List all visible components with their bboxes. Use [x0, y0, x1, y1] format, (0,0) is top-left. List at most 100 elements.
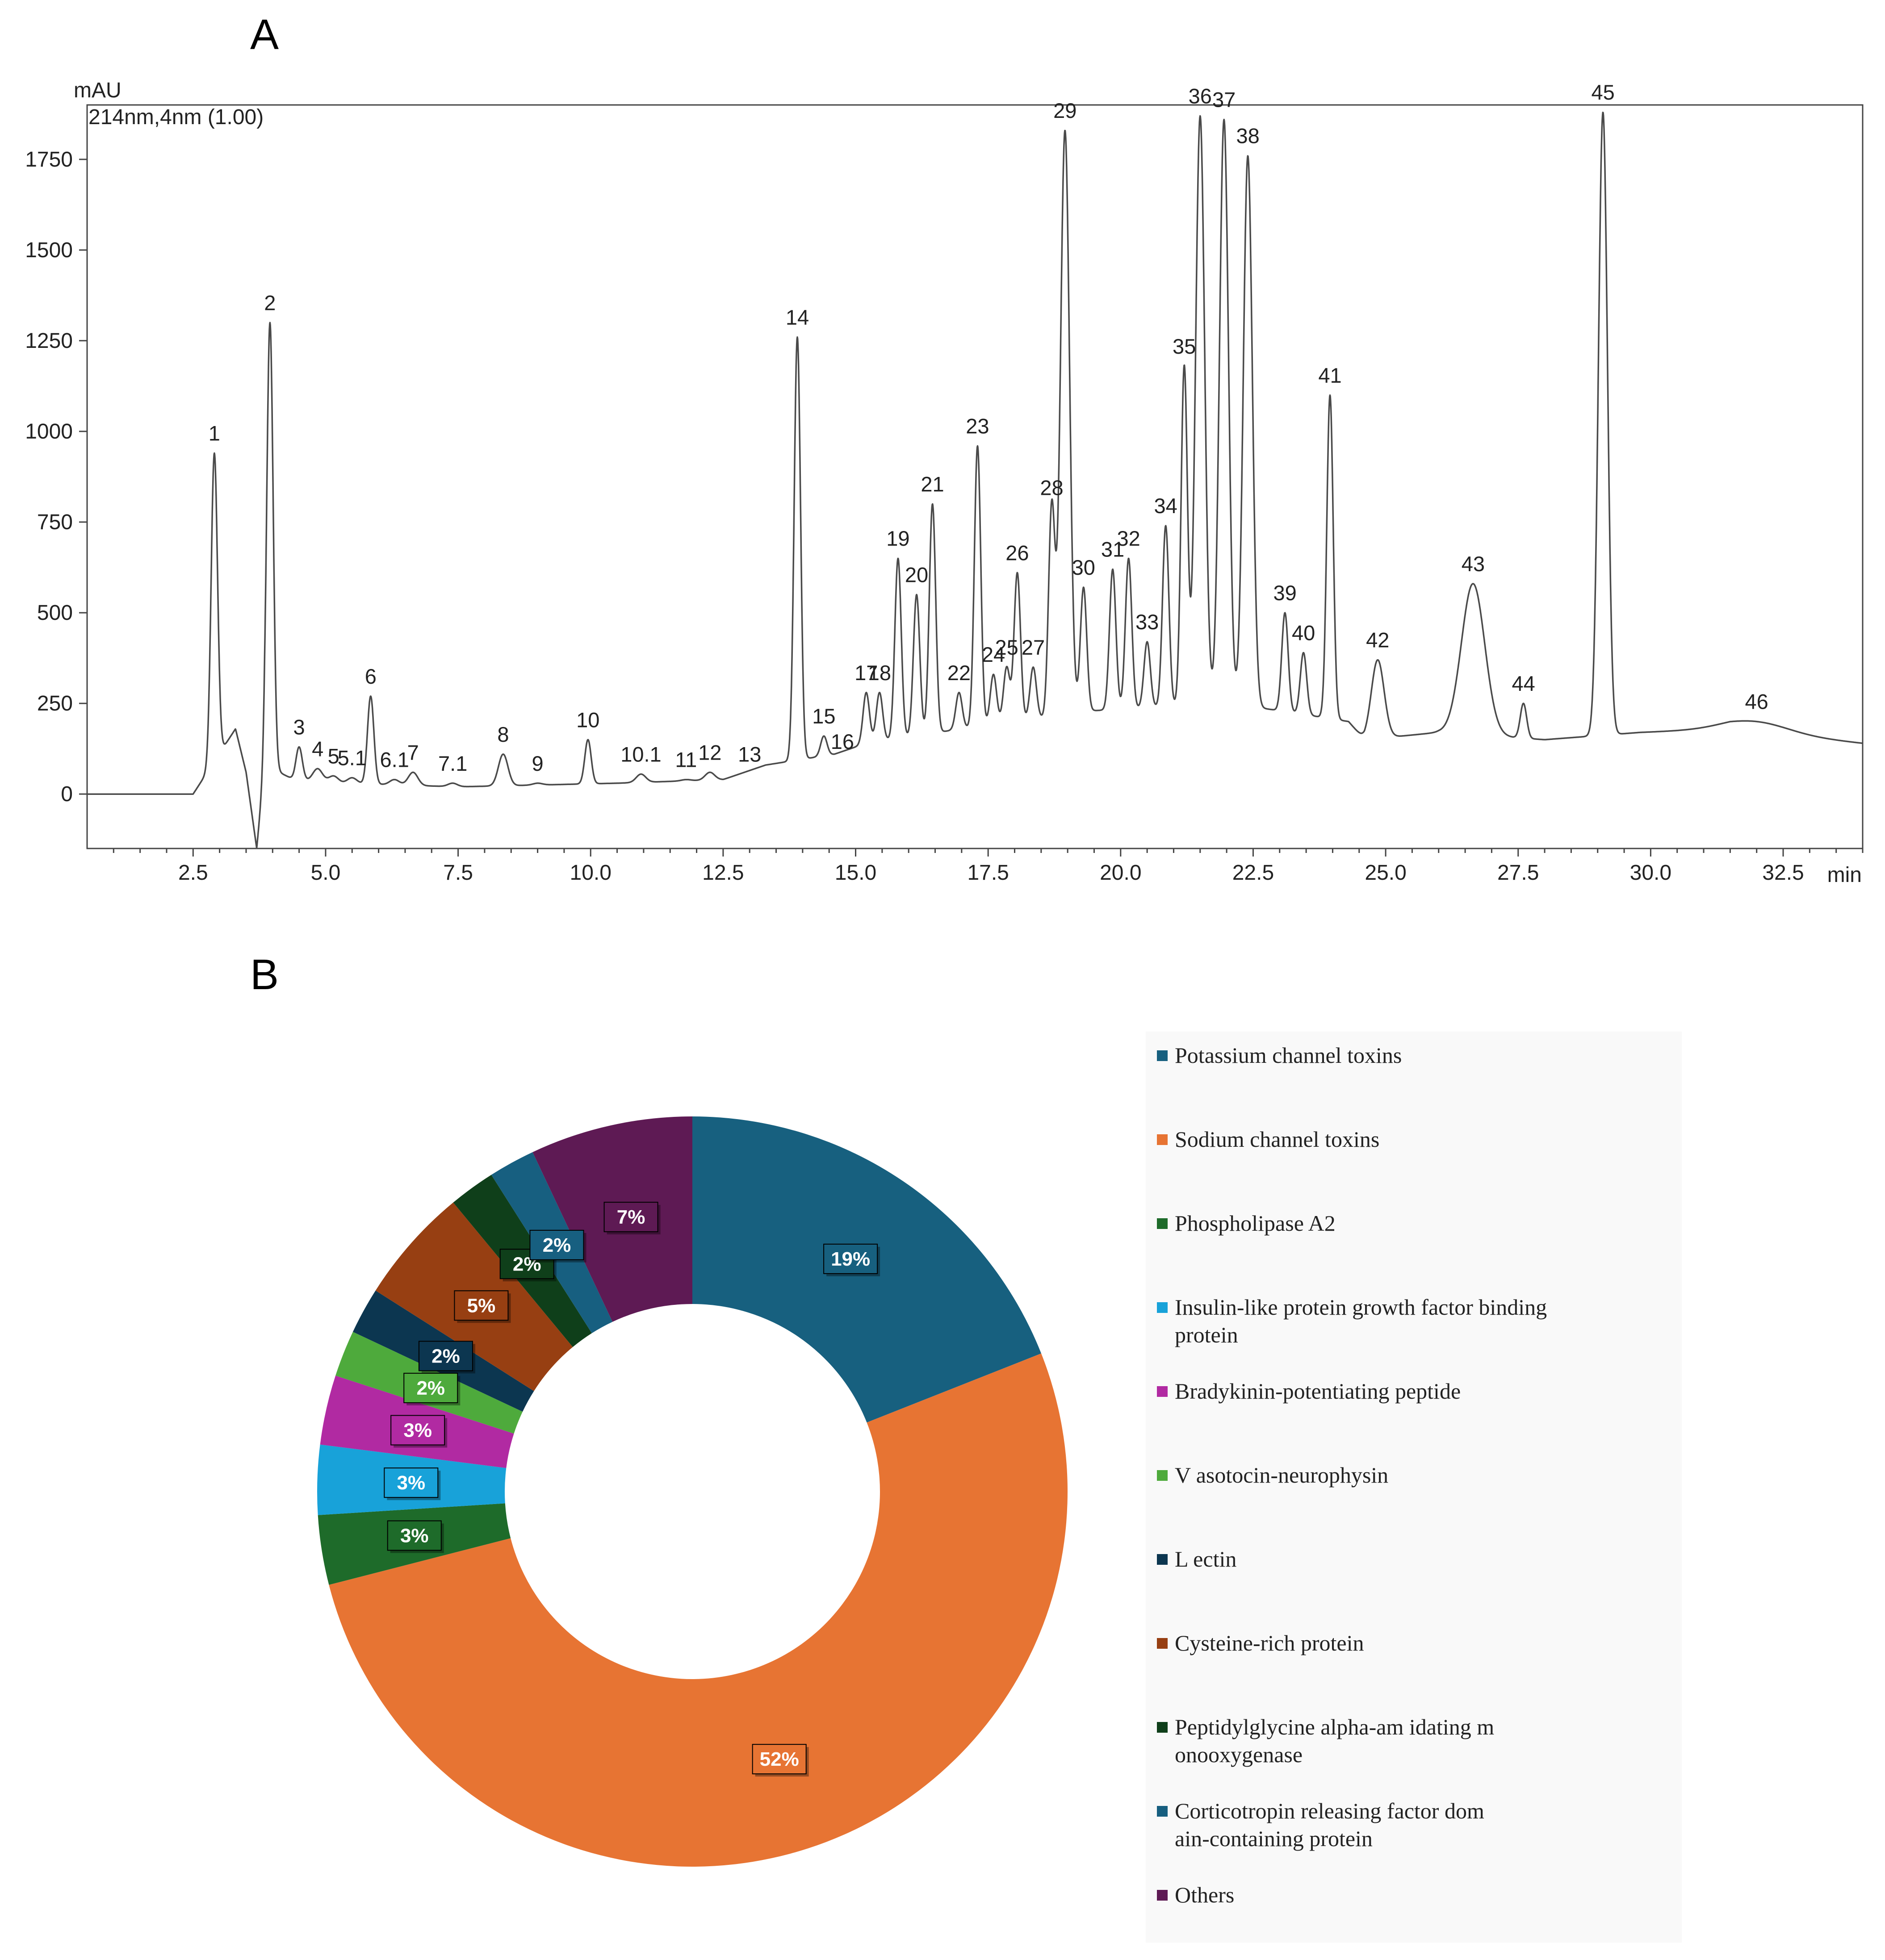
chromatogram-chart: mAU 214nm,4nm (1.00) min 0 250 500 750 1000 1…	[25, 79, 1864, 887]
peak-label: 20	[905, 563, 928, 586]
peak-label: 7.1	[438, 752, 467, 775]
peak-label: 23	[966, 414, 989, 438]
peak-label: 33	[1135, 610, 1159, 634]
legend: Potassium channel toxins Sodium channel t…	[1146, 1032, 1682, 1943]
peak-label: 25	[995, 635, 1018, 659]
peak-label: 26	[1005, 541, 1029, 565]
callout-value: 3%	[397, 1472, 426, 1494]
slice-callout: 3%	[387, 1520, 444, 1553]
callout-value: 5%	[467, 1295, 496, 1316]
peak-label: 17	[855, 661, 878, 685]
legend-swatch	[1157, 1386, 1168, 1397]
legend-item: Bradykinin-potentiating peptide	[1157, 1379, 1461, 1404]
peak-label: 6.1	[380, 748, 409, 772]
callout-box	[384, 1467, 439, 1498]
callout-value: 7%	[617, 1206, 645, 1228]
panel-a-label: A	[250, 11, 279, 59]
legend-swatch	[1157, 1134, 1168, 1145]
peak-label: 36	[1189, 84, 1212, 108]
callout-value: 3%	[403, 1420, 432, 1442]
peak-label: 8	[497, 723, 509, 746]
y-tick-label: 1250	[25, 329, 73, 353]
slice-callout: 7%	[603, 1202, 661, 1235]
callout-box	[454, 1290, 509, 1321]
legend-item: Peptidylglycine alpha-am idating m onooxy…	[1157, 1714, 1494, 1767]
plot-frame	[86, 104, 1864, 849]
slice-callout: 19%	[823, 1243, 880, 1276]
doughnut-slice	[329, 1353, 1068, 1867]
peak-label: 29	[1053, 99, 1077, 122]
legend-swatch	[1157, 1554, 1168, 1565]
peak-label: 4	[312, 737, 323, 761]
peak-label: 38	[1236, 124, 1259, 148]
legend-swatch	[1157, 1302, 1168, 1313]
peak-label: 21	[921, 472, 944, 496]
slice-callout: 2%	[529, 1229, 586, 1262]
legend-background	[1146, 1032, 1682, 1943]
doughnut-callouts: 19%52%3%3%3%2%2%5%2%2%7%	[384, 1202, 880, 1777]
callout-box	[387, 1520, 442, 1551]
peak-label: 3	[293, 715, 305, 739]
x-tick-label: 32.5	[1762, 861, 1804, 885]
x-tick-label: 22.5	[1232, 861, 1274, 885]
peak-label: 46	[1745, 690, 1768, 714]
callout-box	[823, 1243, 878, 1274]
y-tick-label: 1000	[25, 420, 73, 443]
callout-value: 52%	[760, 1748, 799, 1770]
slice-callout: 3%	[390, 1415, 448, 1448]
peak-label: 14	[786, 305, 809, 329]
legend-swatch	[1157, 1638, 1168, 1649]
callout-box	[529, 1229, 584, 1260]
x-axis-ticks: 2.5 5.0 7.5 10.0 12.5 15.0 17.5 20.0 22.5 25.0 27.…	[113, 848, 1864, 885]
peak-label: 19	[886, 527, 909, 550]
peak-label: 12	[698, 740, 721, 764]
legend-item: L ectin	[1157, 1546, 1236, 1571]
doughnut-chart: 19%52%3%3%3%2%2%5%2%2%7%	[317, 1116, 1068, 1867]
legend-label: Cysteine-rich protein	[1175, 1630, 1364, 1655]
peak-label: 5.1	[338, 746, 367, 770]
callout-value: 3%	[400, 1525, 429, 1547]
legend-swatch	[1157, 1722, 1168, 1733]
legend-label: Sodium channel toxins	[1175, 1127, 1379, 1152]
legend-swatch	[1157, 1470, 1168, 1481]
y-axis-ticks: 0 250 500 750 1000 1250 1500 1750	[25, 148, 87, 806]
peak-label: 37	[1212, 88, 1236, 111]
peak-label: 7	[407, 740, 419, 764]
chromatogram-trace	[86, 111, 1864, 849]
peak-label: 16	[831, 730, 854, 753]
legend-label: Others	[1175, 1882, 1234, 1907]
peak-label: 44	[1512, 672, 1535, 695]
legend-item: V asotocin-neurophysin	[1157, 1463, 1388, 1488]
peak-label: 28	[1040, 476, 1063, 500]
peak-label: 13	[738, 743, 761, 766]
peak-label: 11	[675, 748, 697, 772]
legend-item: Sodium channel toxins	[1157, 1127, 1379, 1152]
wavelength-label: 214nm,4nm (1.00)	[88, 105, 264, 129]
legend-label: Potassium channel toxins	[1175, 1043, 1402, 1068]
peak-label: 22	[947, 661, 971, 685]
slice-callout: 2%	[418, 1341, 475, 1374]
x-tick-label: 25.0	[1365, 861, 1406, 885]
legend-item: Potassium channel toxins	[1157, 1043, 1402, 1068]
x-tick-label: 12.5	[702, 861, 744, 885]
legend-label: V asotocin-neurophysin	[1175, 1463, 1388, 1488]
y-tick-label: 1750	[25, 148, 73, 171]
legend-label: Insulin-like protein growth factor bindi…	[1175, 1295, 1547, 1320]
callout-box	[752, 1744, 807, 1775]
legend-label: Corticotropin releasing factor dom	[1175, 1798, 1484, 1823]
y-tick-label: 250	[37, 692, 73, 715]
peak-label: 45	[1591, 80, 1614, 104]
x-tick-label: 17.5	[967, 861, 1009, 885]
peak-label: 9	[532, 752, 544, 775]
y-tick-label: 750	[37, 510, 73, 534]
legend-item: Cysteine-rich protein	[1157, 1630, 1364, 1655]
peak-label: 43	[1462, 552, 1485, 576]
panel-b-label: B	[250, 951, 279, 999]
legend-label: Bradykinin-potentiating peptide	[1175, 1379, 1461, 1404]
legend-item: Corticotropin releasing factor dom ain-co…	[1157, 1798, 1484, 1851]
peak-label: 31	[1101, 538, 1124, 561]
x-tick-label: 20.0	[1100, 861, 1141, 885]
legend-swatch	[1157, 1218, 1168, 1229]
